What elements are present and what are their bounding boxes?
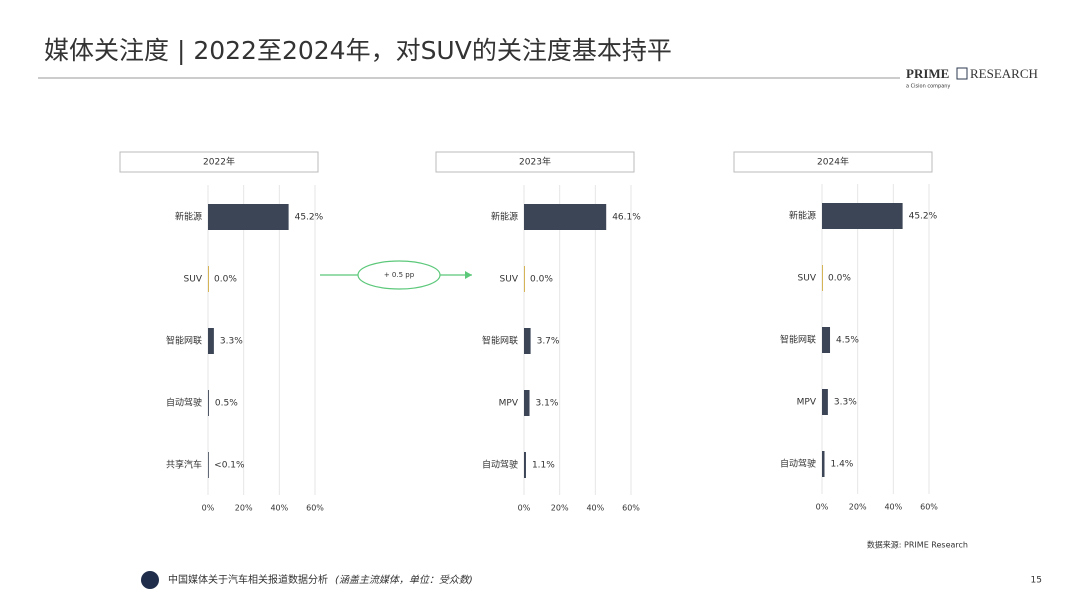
source: 数据来源: PRIME Research [867,540,968,550]
value-label: 0.0% [214,275,237,285]
bar [822,327,831,353]
value-label: 0.5% [215,399,238,409]
bar [822,389,828,415]
logo-name: PRIME [906,66,949,81]
bar [524,390,530,416]
bar [822,451,825,477]
footer-icon [141,571,159,589]
chart-title-box [435,151,635,173]
category-label: 智能网联 [482,335,518,347]
bar [524,266,525,292]
page-number: 15 [1031,576,1042,586]
category-label: 新能源 [491,211,518,223]
value-label: 1.4% [830,460,853,470]
chart-title: 2024年 [817,156,849,168]
category-label: MPV [797,398,817,408]
bar [822,203,903,229]
arrow-head [465,271,472,279]
x-tick-label: 60% [622,504,640,513]
category-label: 自动驾驶 [780,458,816,470]
bar [524,204,607,230]
value-label: 45.2% [295,213,324,223]
value-label: 0.0% [828,274,851,284]
chart-title-box [119,151,319,173]
bar [208,266,209,292]
x-tick-label: 0% [816,503,829,512]
bar [208,204,289,230]
x-tick-label: 20% [551,504,569,513]
category-label: 自动驾驶 [166,397,202,409]
x-tick-label: 40% [270,504,288,513]
annotation: + 0.5 pp [384,271,415,279]
bar [524,452,526,478]
footer-text: 中国媒体关于汽车相关报道数据分析 [168,573,328,586]
value-label: <0.1% [214,461,245,471]
x-tick-label: 20% [235,504,253,513]
bar [208,328,214,354]
x-tick-label: 40% [586,504,604,513]
category-label: SUV [798,274,817,284]
category-label: 新能源 [175,211,202,223]
logo-icon [956,67,968,80]
category-label: SUV [500,275,519,285]
annotation-bubble [357,260,441,290]
x-tick-label: 40% [884,503,902,512]
value-label: 0.0% [530,275,553,285]
category-label: 智能网联 [166,335,202,347]
footer-note: (涵盖主流媒体，单位：受众数) [335,574,473,586]
bar [208,452,209,478]
bar [524,328,531,354]
value-label: 4.5% [836,336,859,346]
logo-name2: RESEARCH [970,66,1038,81]
value-label: 3.7% [537,337,560,347]
x-tick-label: 0% [202,504,215,513]
bar [822,265,823,291]
category-label: 自动驾驶 [482,459,518,471]
category-label: 新能源 [789,210,816,222]
value-label: 3.1% [536,399,559,409]
category-label: MPV [499,399,519,409]
slide-title: 媒体关注度 | 2022至2024年，对SUV的关注度基本持平 [44,36,672,65]
logo-tagline: a Cision company [906,84,950,90]
x-tick-label: 0% [518,504,531,513]
x-tick-label: 60% [306,504,324,513]
chart-title: 2023年 [519,156,551,168]
bar [208,390,209,416]
value-label: 3.3% [220,337,243,347]
x-tick-label: 20% [849,503,867,512]
value-label: 3.3% [834,398,857,408]
chart-title-box [733,151,933,173]
category-label: SUV [184,275,203,285]
x-tick-label: 60% [920,503,938,512]
category-label: 共享汽车 [166,459,202,471]
category-label: 智能网联 [780,334,816,346]
value-label: 1.1% [532,461,555,471]
value-label: 45.2% [909,212,938,222]
value-label: 46.1% [612,213,641,223]
chart-title: 2022年 [203,156,235,168]
